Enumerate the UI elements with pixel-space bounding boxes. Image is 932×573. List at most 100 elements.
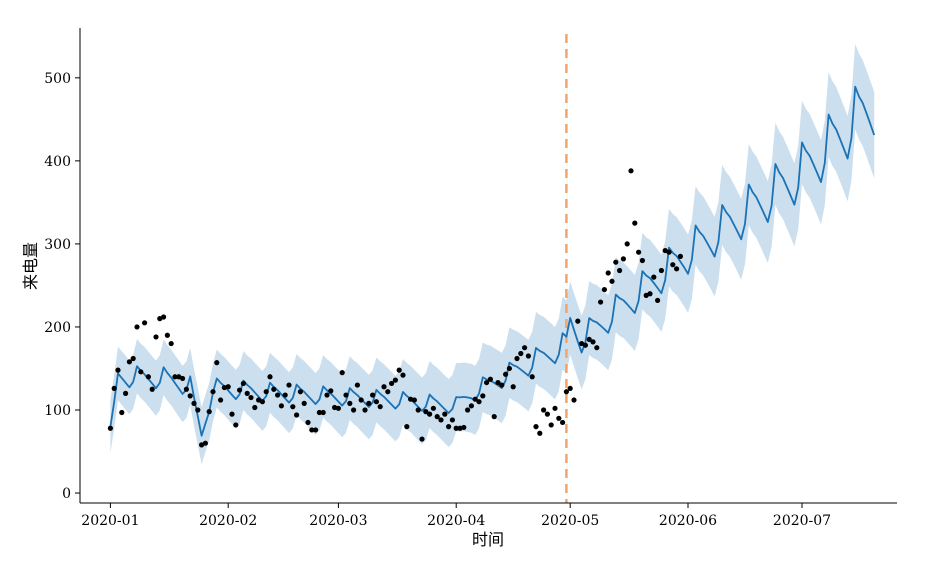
observed-point — [453, 425, 459, 431]
observed-point — [677, 253, 684, 259]
y-tick-label: 500 — [44, 71, 71, 87]
observed-point — [149, 386, 155, 392]
observed-point — [487, 376, 493, 382]
axes — [79, 28, 897, 504]
observed-point — [404, 424, 410, 430]
observed-point — [541, 407, 547, 413]
observed-point — [294, 412, 300, 418]
x-tick-label: 2020-04 — [427, 513, 485, 529]
observed-point — [275, 392, 281, 398]
observed-point — [263, 389, 269, 395]
observed-point — [381, 384, 387, 390]
y-tick-label: 200 — [44, 320, 71, 336]
observed-point — [666, 249, 672, 255]
observed-point — [130, 355, 136, 362]
observed-point — [347, 400, 353, 406]
observed-point — [195, 407, 201, 413]
observed-point — [183, 386, 189, 392]
observed-point — [594, 345, 600, 351]
observed-point — [514, 355, 520, 362]
observed-point — [305, 419, 311, 426]
observed-point — [301, 400, 307, 406]
observed-point — [472, 396, 478, 402]
observed-point — [529, 374, 535, 380]
observed-point — [248, 394, 254, 401]
observed-point — [480, 393, 486, 399]
observed-point — [358, 397, 364, 403]
observed-point — [123, 390, 129, 396]
observed-point — [639, 257, 646, 264]
uncertainty-band — [110, 43, 875, 465]
observed-point — [164, 332, 170, 338]
observed-point — [328, 388, 334, 394]
observed-point — [552, 405, 558, 411]
observed-point — [620, 256, 627, 262]
observed-point — [495, 379, 501, 386]
observed-point — [522, 345, 528, 351]
observed-point — [590, 339, 596, 345]
observed-point — [206, 409, 212, 415]
observed-point — [115, 367, 121, 373]
observed-point — [267, 374, 273, 380]
observed-point — [438, 417, 444, 423]
observed-point — [674, 266, 680, 272]
observed-point — [309, 427, 315, 433]
observed-point — [491, 414, 497, 420]
observed-point — [373, 399, 379, 405]
observed-point — [142, 320, 148, 326]
observed-point — [202, 440, 208, 446]
observed-point — [153, 334, 159, 340]
observed-point — [560, 419, 566, 426]
observed-point — [537, 430, 543, 436]
observed-point — [240, 380, 246, 387]
observed-point — [354, 382, 360, 388]
observed-point — [244, 390, 250, 396]
observed-point — [636, 249, 642, 255]
observed-points-layer — [107, 168, 684, 448]
x-tick-label: 2020-05 — [541, 513, 599, 529]
observed-point — [605, 270, 611, 276]
observed-point — [313, 427, 319, 433]
observed-point — [107, 425, 113, 431]
observed-point — [218, 397, 224, 403]
observed-point — [503, 371, 509, 377]
forecast-line — [109, 85, 876, 437]
observed-point — [351, 407, 357, 413]
observed-point — [461, 424, 467, 431]
observed-point — [533, 424, 539, 430]
observed-point — [362, 407, 368, 413]
observed-point — [563, 389, 570, 395]
observed-point — [586, 336, 592, 343]
observed-point — [191, 400, 197, 406]
observed-point — [126, 359, 132, 365]
uncertainty-band-layer — [110, 43, 875, 465]
observed-point — [392, 377, 398, 383]
observed-point — [609, 278, 615, 284]
x-axis-title: 时间 — [472, 530, 504, 549]
observed-point — [400, 372, 406, 378]
observed-point — [484, 379, 490, 386]
observed-point — [575, 318, 581, 324]
observed-point — [446, 424, 452, 430]
observed-point — [567, 385, 573, 391]
observed-point — [278, 403, 284, 409]
x-tick-label: 2020-01 — [81, 513, 139, 529]
observed-point — [339, 370, 345, 376]
observed-point — [111, 385, 117, 391]
observed-point — [449, 417, 455, 423]
observed-point — [571, 397, 577, 403]
observed-point — [628, 168, 634, 174]
observed-point — [214, 360, 220, 366]
y-tick-label: 400 — [44, 154, 71, 170]
observed-point — [252, 404, 258, 411]
forecast-line-layer — [109, 85, 876, 437]
observed-point — [377, 404, 383, 410]
observed-point — [286, 382, 292, 388]
observed-point — [172, 374, 178, 380]
observed-point — [259, 399, 265, 405]
observed-point — [548, 422, 554, 428]
observed-point — [617, 267, 623, 274]
observed-point — [598, 299, 604, 305]
observed-point — [297, 389, 303, 395]
